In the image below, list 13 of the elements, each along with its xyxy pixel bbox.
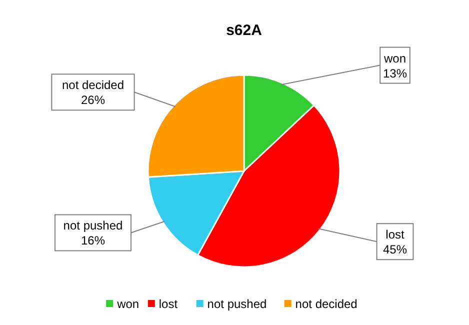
slice-label: won <box>382 51 406 66</box>
legend-label: won <box>116 297 140 311</box>
slice-label: not pushed <box>63 218 123 233</box>
legend-label: lost <box>158 297 178 311</box>
data-label: 45% <box>382 242 408 257</box>
slice-label: lost <box>386 228 405 242</box>
legend-label: not decided <box>295 297 358 311</box>
data-label: 26% <box>80 93 106 108</box>
slice-label: not decided <box>62 78 124 92</box>
data-label: 13% <box>382 66 408 80</box>
chart-title: s62A <box>226 22 262 39</box>
legend-label: not pushed <box>207 297 267 311</box>
data-label: 16% <box>80 234 106 248</box>
